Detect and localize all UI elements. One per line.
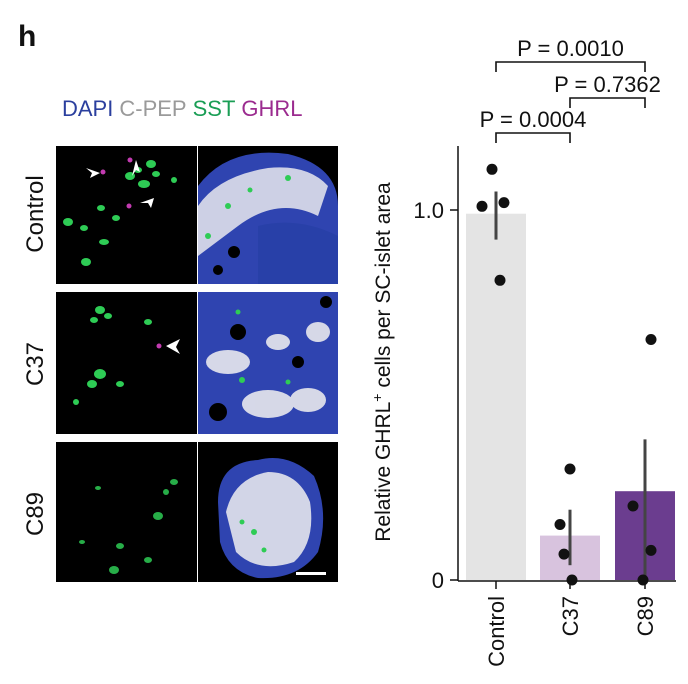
y-tick-label: 0 (432, 568, 444, 593)
micro-c89-merge-image (198, 442, 338, 582)
legend-dapi: DAPI (62, 96, 114, 121)
y-axis-label: Relative GHRL+ cells per SC-islet area (369, 182, 395, 542)
data-point (645, 334, 657, 345)
micro-c37-merge-image (198, 292, 338, 434)
p-value-label: P = 0.0004 (480, 107, 587, 132)
x-tick-label-c37: C37 (558, 596, 583, 636)
micro-control-green (56, 146, 197, 284)
panel-letter: h (18, 20, 37, 53)
data-point (558, 548, 570, 560)
data-point (476, 200, 488, 212)
x-tick-label-control: Control (484, 596, 509, 667)
data-point (498, 197, 510, 209)
micro-c89-green (56, 442, 197, 582)
p-value-label: P = 0.7362 (554, 72, 661, 97)
x-tick-label-c89: C89 (633, 596, 658, 636)
y-tick-label: 1.0 (413, 198, 444, 223)
micro-control-green-image (63, 157, 177, 266)
micro-control-merge (198, 146, 338, 284)
micro-c37-merge (198, 292, 338, 434)
micro-control-merge-image (198, 146, 338, 284)
micro-c89-merge (198, 442, 338, 582)
p-value-label: P = 0.0010 (517, 36, 624, 61)
micro-c37-green-image (73, 306, 180, 405)
data-point (637, 574, 649, 586)
data-point (494, 274, 506, 286)
scale-bar (296, 572, 326, 575)
data-point (554, 519, 566, 530)
data-point (627, 500, 639, 512)
data-point (564, 463, 576, 475)
legend-sst: SST (192, 96, 236, 121)
micro-c37-green (56, 292, 197, 434)
legend-ghrl: GHRL (241, 96, 303, 121)
legend-cpep: C-PEP (119, 96, 187, 121)
data-point (486, 163, 498, 175)
micro-c89-green-image (79, 479, 178, 574)
channel-legend: DAPI C-PEP SST GHRL (62, 96, 309, 122)
data-point (645, 544, 657, 556)
significance-bracket (495, 132, 571, 143)
significance-bracket (495, 61, 646, 72)
significance-bracket (569, 97, 646, 108)
bar-control (466, 213, 526, 580)
data-point (566, 574, 578, 586)
